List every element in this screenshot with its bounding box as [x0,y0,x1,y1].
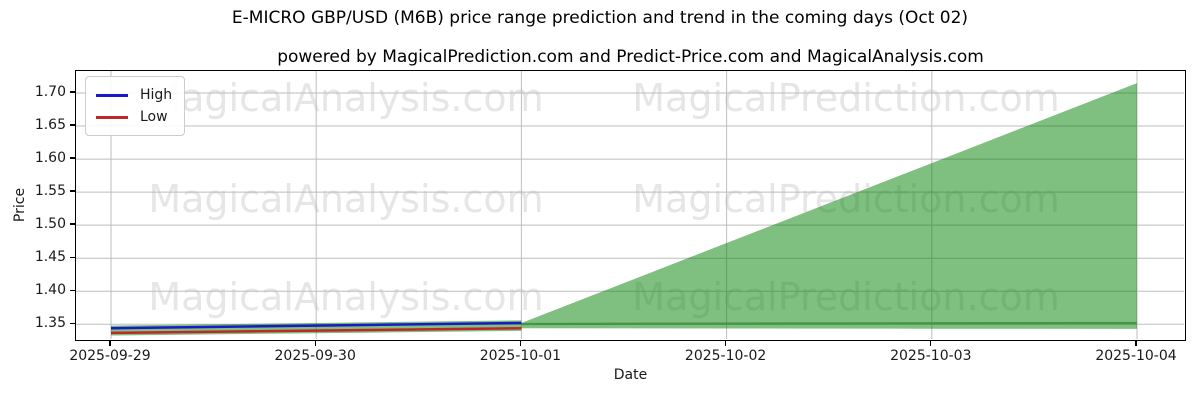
y-tick-mark [70,91,75,93]
legend-item: High [96,84,172,106]
x-tick-mark [1135,341,1137,346]
x-tick-mark [109,341,111,346]
x-tick-mark [519,341,522,346]
legend-label: Low [140,109,168,125]
watermark-text: MagicalPrediction.com [632,76,1060,120]
y-tick-label: 1.60 [34,149,66,166]
x-tick-mark [314,341,316,346]
y-tick-mark [70,124,75,126]
forecast-trend-line [521,321,1138,326]
plot-canvas: MagicalAnalysis.com MagicalPrediction.com… [76,71,1184,339]
legend-item: Low [96,106,172,128]
forecast-fan [521,83,1137,329]
watermark-text: MagicalAnalysis.com [148,275,543,319]
x-tick-mark [724,341,727,346]
legend: High Low [85,76,186,136]
y-tick-label: 1.40 [34,281,66,298]
y-tick-label: 1.50 [34,215,66,232]
legend-line-swatch [96,115,128,119]
y-tick-mark [70,157,75,159]
x-tick-label: 2025-10-01 [479,348,562,364]
y-tick-mark [70,190,75,192]
y-tick-label: 1.55 [34,182,66,199]
legend-line-swatch [96,93,128,97]
y-tick-label: 1.70 [34,83,66,100]
y-tick-label: 1.35 [34,314,66,331]
watermark-text: MagicalAnalysis.com [148,177,543,221]
x-axis-title: Date [613,367,648,383]
x-tick-label: 2025-10-03 [890,348,972,364]
y-tick-mark [70,223,75,225]
y-tick-label: 1.65 [34,116,66,133]
plot-area: MagicalAnalysis.com MagicalPrediction.com… [75,70,1186,341]
watermark-text: MagicalAnalysis.com [148,76,543,120]
y-tick-mark [70,322,75,324]
x-tick-label: 2025-09-29 [69,348,151,364]
x-tick-label: 2025-09-30 [274,348,356,364]
y-tick-mark [70,289,75,291]
y-tick-mark [70,256,75,258]
legend-label: High [140,87,173,103]
x-tick-label: 2025-10-04 [1095,348,1177,364]
chart-subtitle: powered by MagicalPrediction.com and Pre… [277,47,984,67]
y-tick-label: 1.45 [34,248,66,265]
high-line [110,321,522,330]
x-tick-mark [930,341,932,346]
chart-title: E-MICRO GBP/USD (M6B) price range predic… [231,8,969,28]
x-tick-label: 2025-10-02 [684,348,767,364]
low-line [110,327,522,335]
